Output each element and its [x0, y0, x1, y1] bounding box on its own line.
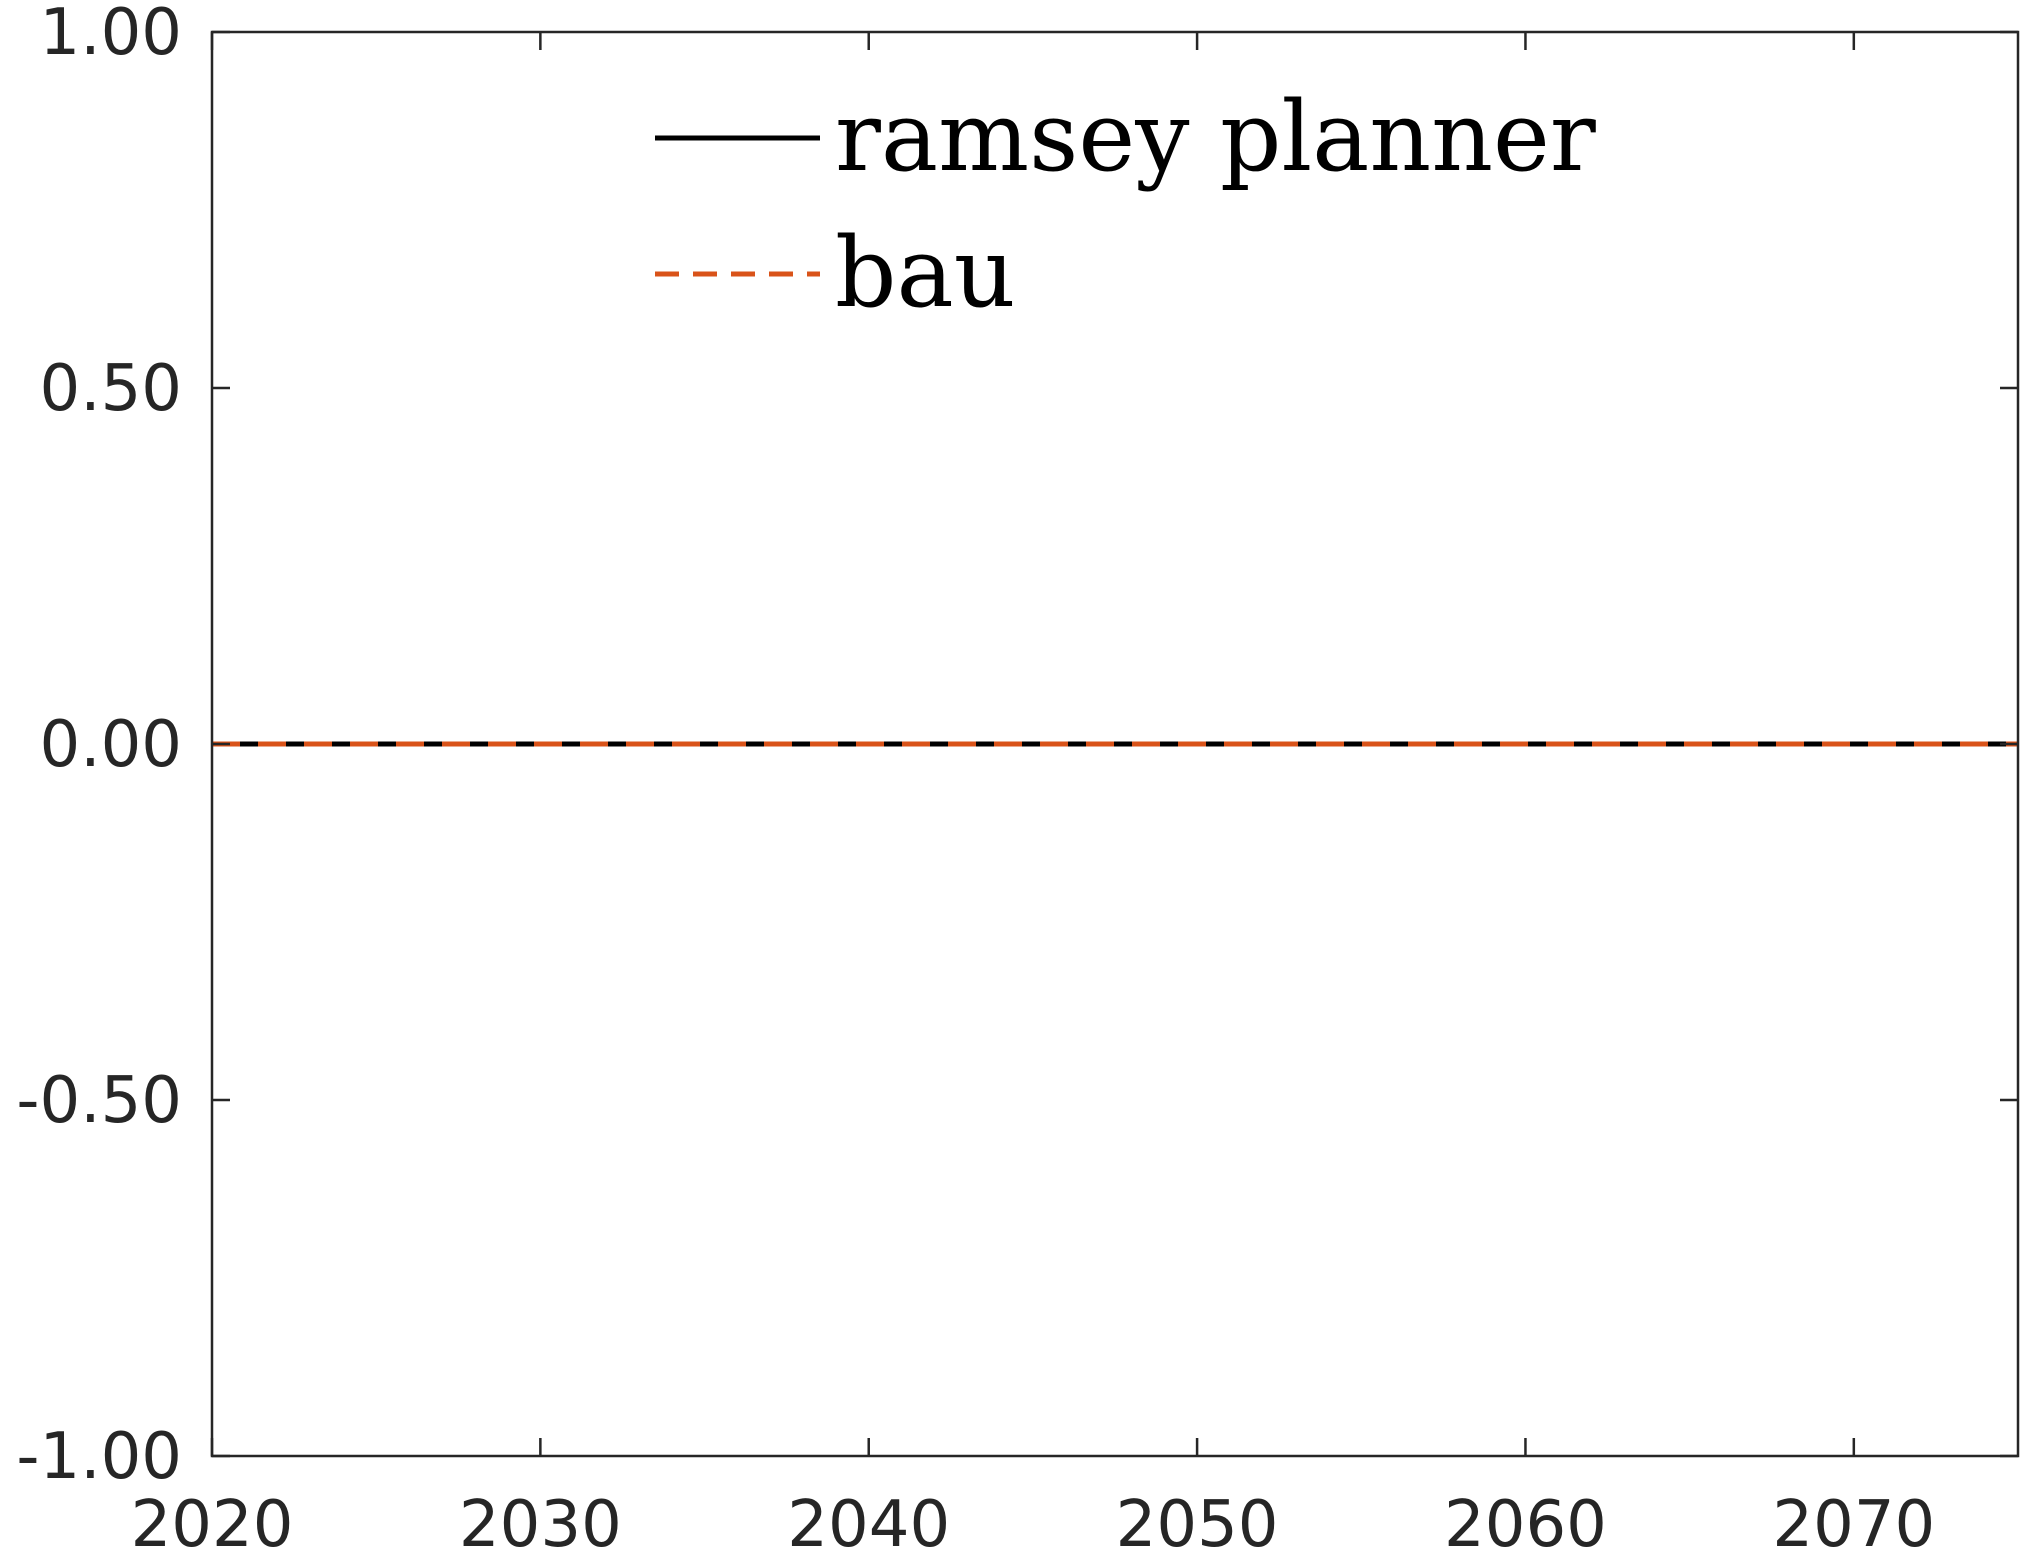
x-tick-label: 2020 [131, 1488, 294, 1554]
y-tick-label: 0.50 [40, 352, 183, 426]
y-tick-label: -1.00 [16, 1420, 182, 1494]
legend-label: ramsey planner [835, 81, 1596, 193]
legend: ramsey planner bau [655, 81, 1596, 329]
y-tick-label: 1.00 [40, 0, 183, 70]
x-tick-label: 2050 [1116, 1488, 1279, 1554]
x-tick-label: 2040 [787, 1488, 950, 1554]
x-tick-label: 2030 [459, 1488, 622, 1554]
x-tick-label: 2060 [1444, 1488, 1607, 1554]
y-tick-label: -0.50 [16, 1064, 182, 1138]
tick-layer: 2020 2030 2040 2050 2060 2070 -1.00 -0.50 0.00 0.… [16, 0, 2018, 1554]
x-tick-label: 2070 [1772, 1488, 1935, 1554]
legend-label: bau [835, 217, 1016, 329]
y-tick-label: 0.00 [40, 708, 183, 782]
